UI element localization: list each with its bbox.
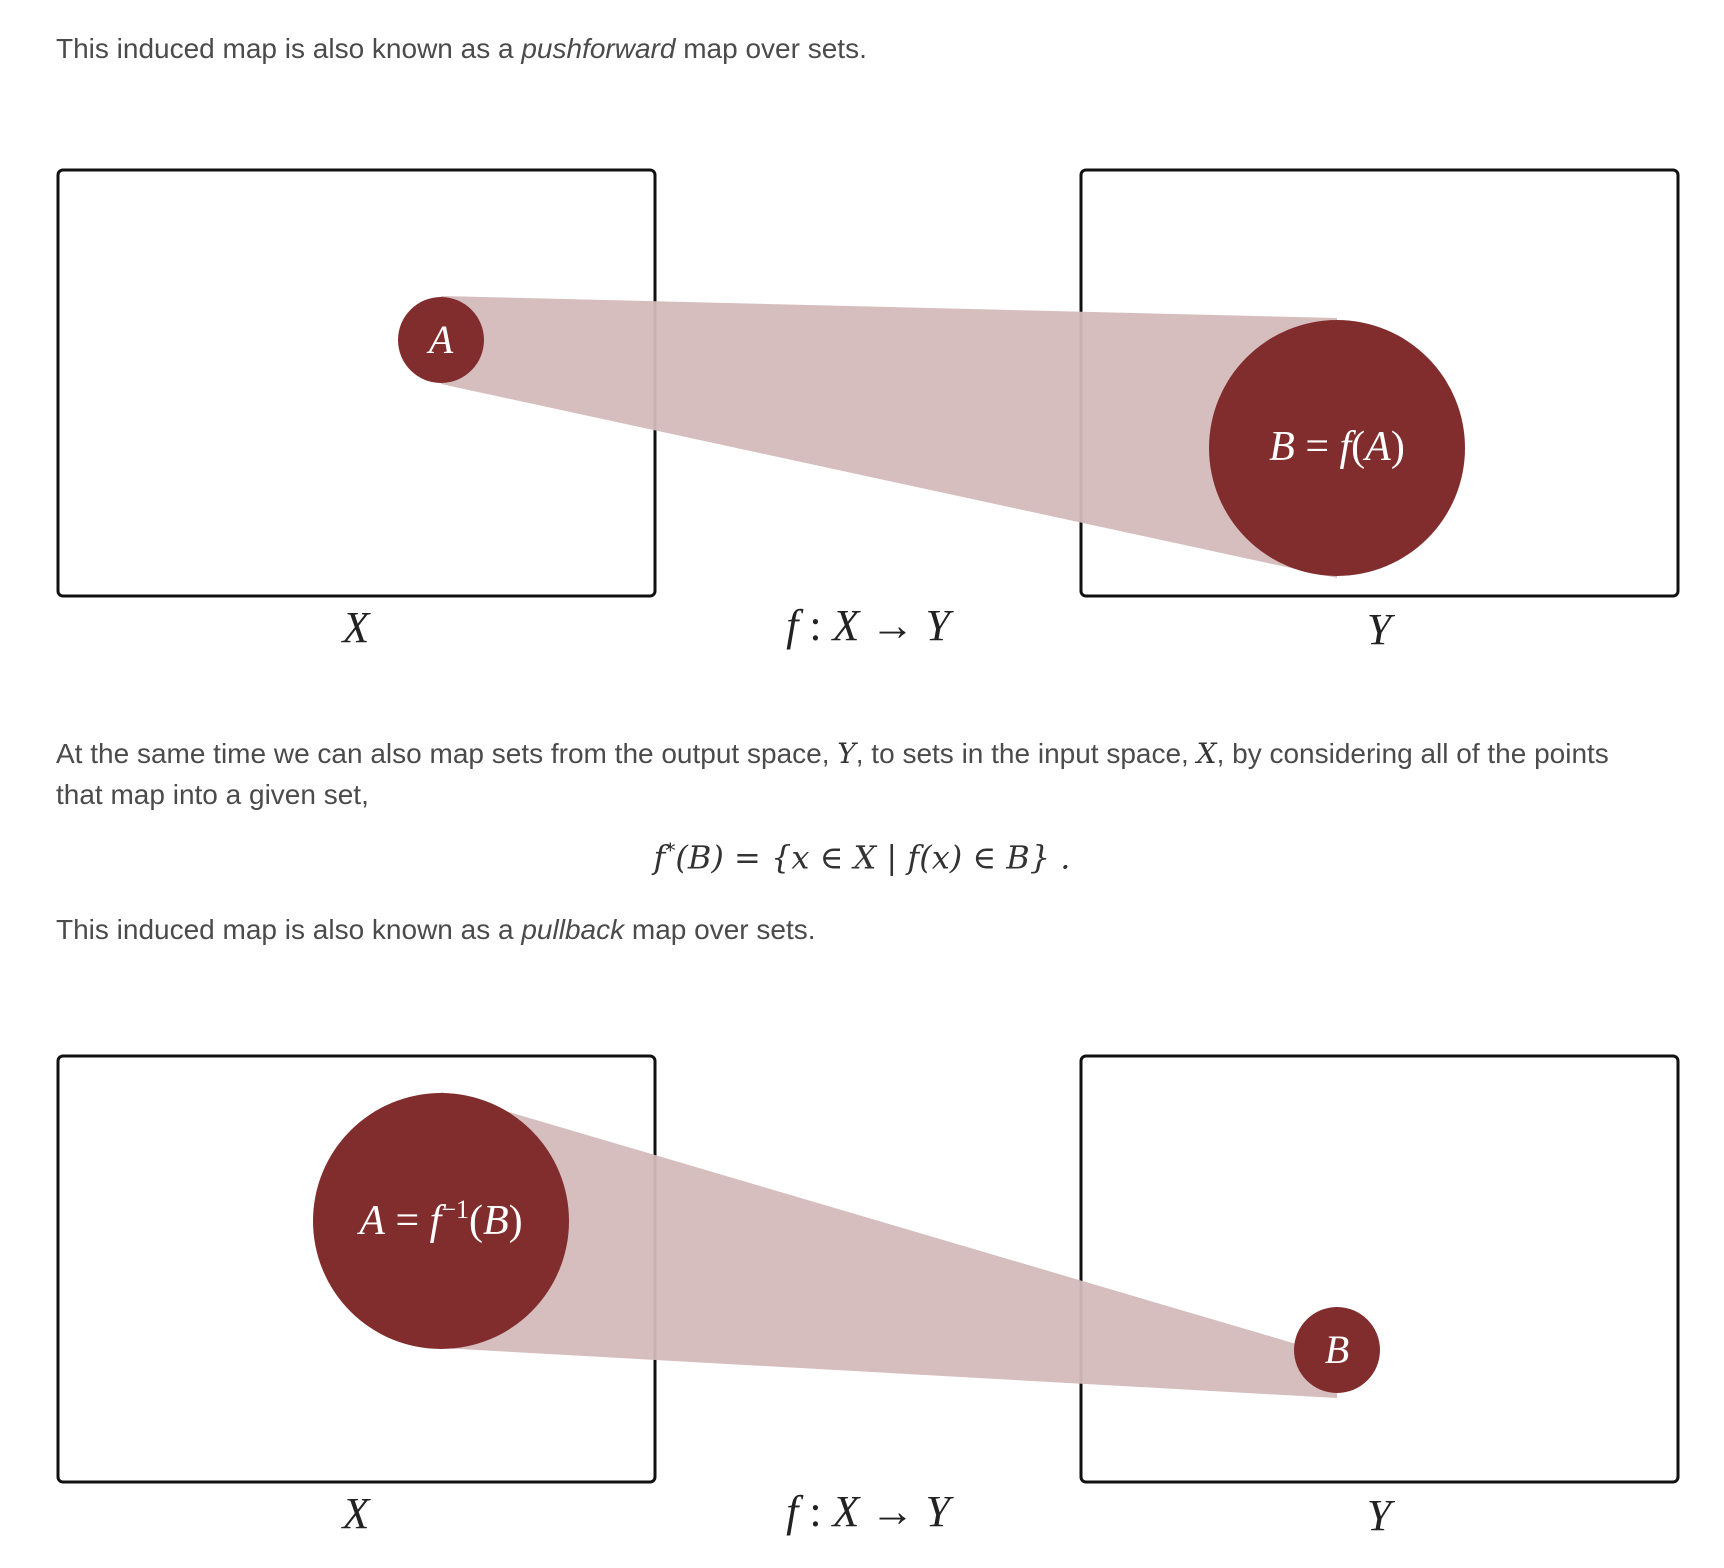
- middle-text-1: At the same time we can also map sets fr…: [56, 738, 838, 769]
- outro-text-before: This induced map is also known as a: [56, 914, 522, 945]
- intro-text-before: This induced map is also known as a: [56, 33, 522, 64]
- intro-text-after: map over sets.: [675, 33, 867, 64]
- intro-paragraph: This induced map is also known as a push…: [56, 28, 867, 69]
- inline-math-Y: Y: [837, 737, 856, 770]
- codomain-label-Y: Y: [1367, 1491, 1396, 1540]
- pushforward-figure: A B = f(A) X f : X → Y Y: [56, 168, 1680, 654]
- domain-label-X: X: [341, 603, 372, 652]
- set-B-image-label: B = f(A): [1269, 424, 1405, 470]
- equation-body: (B) = {x ∈ X | f(x) ∈ B} .: [675, 838, 1071, 877]
- set-A-preimage-label: A = f−1(B): [356, 1195, 522, 1244]
- pullback-figure: A = f−1(B) B X f : X → Y Y: [56, 1054, 1680, 1540]
- set-B-image-circle: [1209, 320, 1465, 576]
- middle-text-3: , by considering all of the points that …: [56, 738, 1609, 810]
- set-B-label: B: [1325, 1327, 1349, 1372]
- pullback-beam: [441, 1092, 1337, 1398]
- outro-text-after: map over sets.: [624, 914, 816, 945]
- middle-text-2: , to sets in the input space,: [855, 738, 1197, 769]
- outro-paragraph: This induced map is also known as a pull…: [56, 909, 816, 950]
- map-label: f : X → Y: [786, 601, 954, 650]
- domain-label-X: X: [341, 1489, 372, 1538]
- pullback-term: pullback: [521, 914, 625, 945]
- pushforward-beam: [441, 296, 1337, 578]
- codomain-label-Y: Y: [1367, 605, 1396, 654]
- set-A-label: A: [426, 317, 454, 362]
- set-A-circle: [398, 297, 484, 383]
- codomain-box-Y: [1079, 1054, 1680, 1484]
- inline-math-X: X: [1196, 737, 1217, 770]
- set-A-preimage-circle: [313, 1093, 569, 1349]
- equation-star: *: [665, 838, 676, 862]
- equation-f: f: [653, 838, 666, 877]
- middle-paragraph: At the same time we can also map sets fr…: [56, 733, 1656, 815]
- set-B-circle: [1294, 1307, 1380, 1393]
- pushforward-term: pushforward: [521, 33, 676, 64]
- map-label: f : X → Y: [786, 1487, 954, 1536]
- pullback-equation: f*(B) = {x ∈ X | f(x) ∈ B} .: [0, 838, 1724, 877]
